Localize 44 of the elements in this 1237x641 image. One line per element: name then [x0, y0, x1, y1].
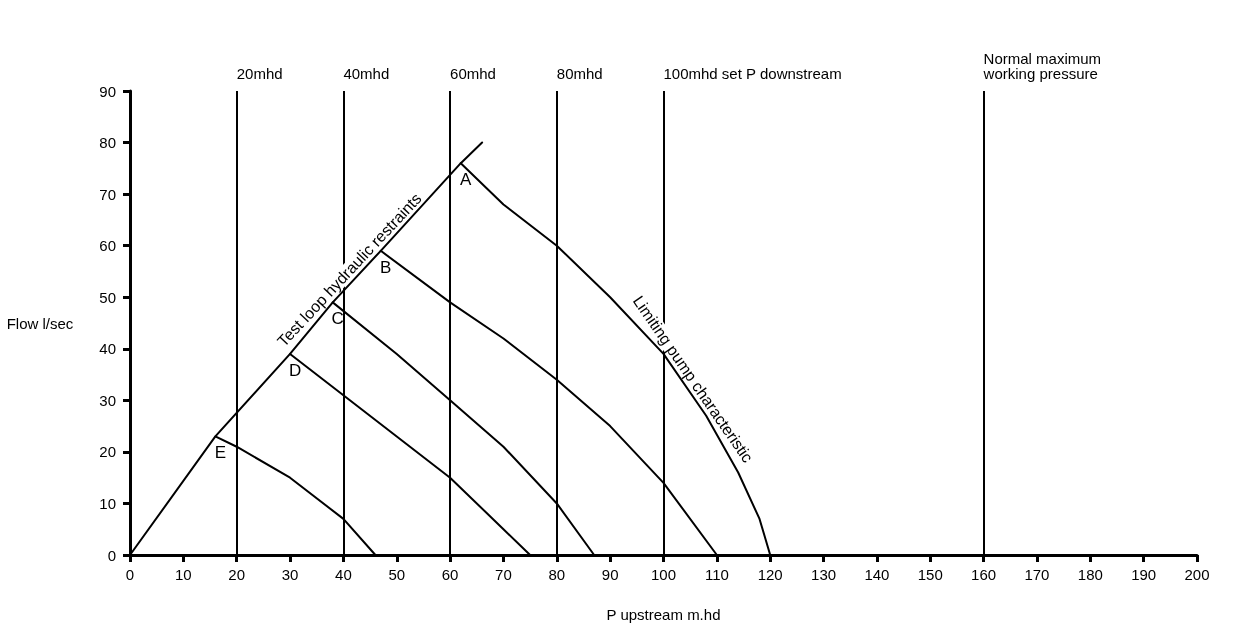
x-tick-label: 70 [495, 566, 512, 583]
x-tick-label: 80 [548, 566, 566, 583]
x-tick-label: 10 [175, 566, 192, 583]
y-tick-label: 0 [107, 546, 116, 564]
x-tick-label: 50 [388, 566, 406, 583]
y-tick-label: 70 [99, 185, 116, 203]
annotation: C [331, 309, 344, 329]
x-tick-label: 90 [601, 566, 619, 583]
x-tick-label: 110 [704, 566, 729, 583]
x-axis-title: P upstream m.hd [606, 606, 721, 623]
ref-line-label: Normal maximum working pressure [982, 50, 1102, 82]
y-tick-label: 50 [99, 288, 116, 306]
y-axis-title: Flow l/sec [6, 314, 74, 332]
x-tick-label: 180 [1077, 566, 1103, 583]
x-tick-label: 200 [1184, 566, 1210, 583]
y-tick-label: 40 [99, 340, 116, 358]
annotation: D [288, 360, 302, 380]
x-tick-label: 60 [441, 566, 459, 583]
ref-line-label: 20mhd [236, 65, 283, 82]
ref-line-label: 100mhd set P downstream [663, 65, 842, 82]
annotation: A [460, 170, 473, 190]
annotation: E [214, 443, 227, 463]
ref-line-label: 80mhd [556, 65, 603, 82]
x-tick-label: 140 [864, 566, 890, 583]
x-tick-label: 120 [757, 566, 783, 583]
y-tick-label: 30 [99, 391, 116, 409]
y-tick-label: 20 [99, 443, 116, 461]
x-tick-label: 30 [281, 566, 299, 583]
ref-line-label: 60mhd [450, 65, 496, 82]
x-tick-label: 0 [125, 566, 135, 583]
y-tick-label: 10 [99, 494, 116, 512]
x-tick-label: 130 [811, 566, 837, 583]
ref-line-label: 40mhd [343, 65, 390, 82]
y-tick-label: 80 [99, 134, 116, 152]
x-tick-label: 160 [971, 566, 997, 583]
x-tick-label: 40 [335, 566, 352, 583]
y-tick-label: 90 [99, 82, 116, 100]
annotation: B [380, 257, 392, 277]
x-tick-label: 100 [650, 566, 677, 583]
x-tick-label: 150 [917, 566, 943, 583]
x-tick-label: 20 [228, 566, 246, 583]
x-tick-label: 190 [1131, 566, 1157, 583]
y-tick-label: 60 [99, 237, 116, 255]
x-tick-label: 170 [1024, 566, 1050, 583]
